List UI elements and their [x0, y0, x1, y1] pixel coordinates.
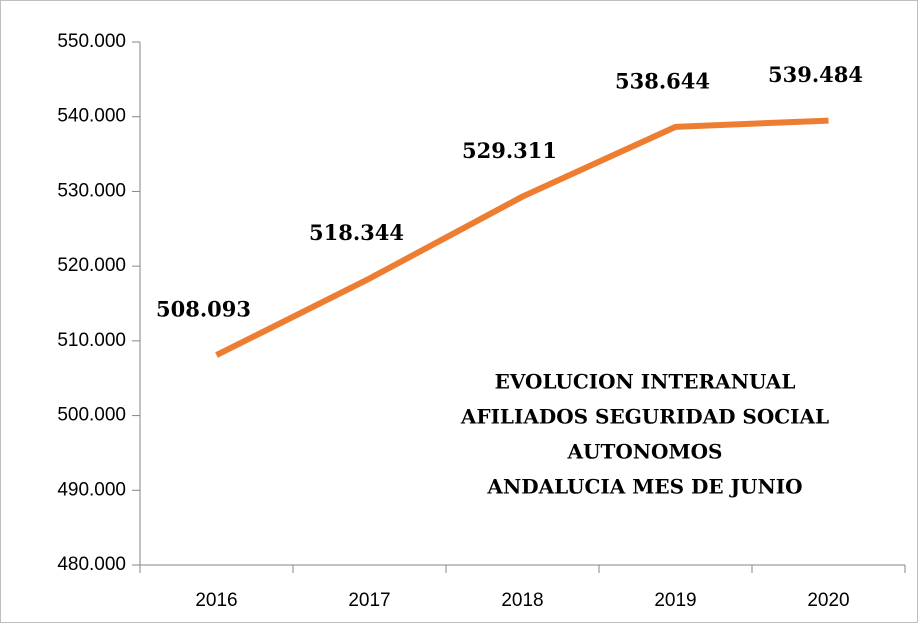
- x-tick-label: 2016: [195, 590, 237, 611]
- y-tick-label: 550.000: [57, 31, 126, 52]
- y-tick-label: 530.000: [57, 180, 126, 201]
- data-label: 529.311: [462, 138, 557, 163]
- y-tick-label: 500.000: [57, 405, 126, 426]
- y-tick-label: 490.000: [57, 479, 126, 500]
- y-tick-label: 510.000: [57, 330, 126, 351]
- chart-title: AUTONOMOS: [567, 440, 723, 464]
- x-tick-label: 2017: [348, 590, 390, 611]
- chart-title: AFILIADOS SEGURIDAD SOCIAL: [460, 405, 829, 429]
- data-label: 539.484: [768, 62, 863, 87]
- chart-title: EVOLUCION INTERANUAL: [495, 370, 796, 394]
- x-tick-label: 2018: [501, 590, 543, 611]
- data-label: 508.093: [156, 297, 251, 322]
- x-tick-label: 2019: [654, 590, 696, 611]
- y-tick-label: 540.000: [57, 106, 126, 127]
- y-tick-label: 520.000: [57, 255, 126, 276]
- data-label: 538.644: [615, 68, 710, 93]
- data-label: 518.344: [309, 220, 404, 245]
- x-tick-label: 2020: [807, 590, 849, 611]
- y-tick-label: 480.000: [57, 554, 126, 575]
- chart-title: ANDALUCIA MES DE JUNIO: [486, 475, 802, 499]
- line: [215, 117, 829, 358]
